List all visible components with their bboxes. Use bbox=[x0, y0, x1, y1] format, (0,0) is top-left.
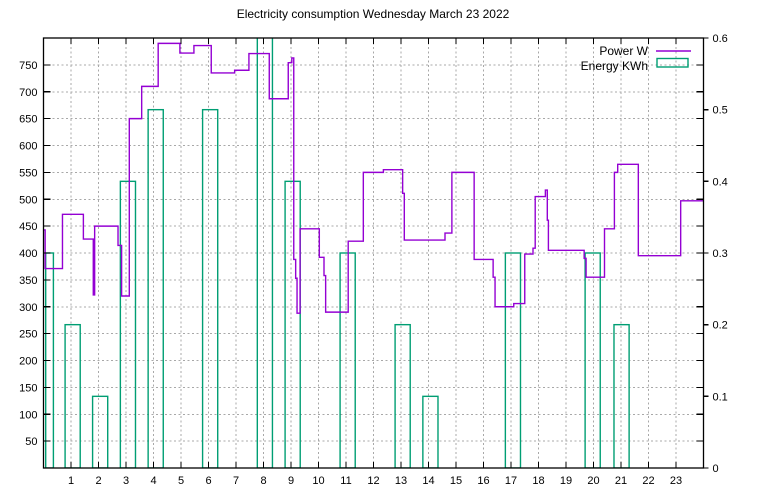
y-left-tick-label: 100 bbox=[19, 409, 37, 421]
y-left-tick-label: 500 bbox=[19, 194, 37, 206]
x-tick-label: 4 bbox=[150, 475, 156, 487]
x-tick-label: 9 bbox=[288, 475, 294, 487]
x-tick-label: 12 bbox=[367, 475, 379, 487]
energy-bars-series bbox=[45, 38, 630, 468]
x-tick-label: 14 bbox=[422, 475, 434, 487]
power-line-series bbox=[43, 42, 704, 314]
x-tick-label: 21 bbox=[615, 475, 627, 487]
y-left-tick-label: 450 bbox=[19, 221, 37, 233]
axis-ticks bbox=[43, 37, 709, 469]
y-left-tick-label: 550 bbox=[19, 167, 37, 179]
x-tick-label: 18 bbox=[532, 475, 544, 487]
energy-bar-hour-17 bbox=[504, 252, 522, 468]
energy-bar-hour-9 bbox=[284, 180, 301, 468]
energy-bar-hour-14 bbox=[422, 395, 439, 468]
x-tick-label: 15 bbox=[450, 475, 462, 487]
x-tick-label: 10 bbox=[312, 475, 324, 487]
x-tick-label: 11 bbox=[340, 475, 351, 487]
y-right-tick-label: 0.4 bbox=[713, 176, 728, 188]
energy-bar-hour-4 bbox=[147, 108, 164, 468]
x-axis-tick-labels: 1 2 3 4 5 6 7 8 9 10 11 12 13 14 15 16 17 18 19 20 21 22 23 bbox=[68, 475, 682, 487]
energy-bar-hour-13 bbox=[394, 323, 411, 468]
x-tick-label: 22 bbox=[642, 475, 654, 487]
y-left-tick-label: 50 bbox=[25, 436, 37, 448]
legend: Power W Energy KWh bbox=[581, 44, 691, 73]
x-tick-label: 20 bbox=[587, 475, 599, 487]
y-left-tick-label: 200 bbox=[19, 356, 37, 368]
legend-label-power: Power W bbox=[599, 44, 648, 58]
x-tick-label: 19 bbox=[560, 475, 572, 487]
y-left-tick-label: 650 bbox=[19, 114, 37, 126]
x-tick-label: 2 bbox=[95, 475, 101, 487]
grid-lines bbox=[43, 38, 704, 468]
energy-bar-hour-2 bbox=[91, 395, 109, 468]
x-tick-label: 8 bbox=[260, 475, 266, 487]
x-tick-label: 1 bbox=[68, 475, 74, 487]
legend-energy-box-sample bbox=[656, 57, 689, 68]
x-tick-label: 23 bbox=[670, 475, 682, 487]
y-right-tick-label: 0.6 bbox=[713, 33, 728, 45]
y-right-axis-tick-labels: 0 0.1 0.2 0.3 0.4 0.5 0.6 bbox=[713, 33, 728, 475]
energy-bar-hour-3 bbox=[119, 180, 137, 468]
x-tick-label: 13 bbox=[395, 475, 407, 487]
y-left-tick-label: 300 bbox=[19, 302, 37, 314]
y-right-tick-label: 0 bbox=[713, 463, 719, 475]
energy-bar-hour-6 bbox=[201, 108, 219, 468]
power-step-line bbox=[43, 42, 704, 314]
x-tick-label: 5 bbox=[178, 475, 184, 487]
y-left-axis-tick-labels: 50 100 150 200 250 300 350 400 450 500 550 600 650 70… bbox=[19, 60, 37, 448]
x-tick-label: 3 bbox=[123, 475, 129, 487]
y-right-tick-label: 0.5 bbox=[713, 105, 728, 117]
energy-bar-hour-20 bbox=[584, 252, 601, 468]
energy-bar-hour-8 bbox=[256, 38, 274, 468]
y-left-tick-label: 600 bbox=[19, 141, 37, 153]
x-tick-label: 17 bbox=[505, 475, 517, 487]
y-left-tick-label: 150 bbox=[19, 382, 37, 394]
y-left-tick-label: 250 bbox=[19, 329, 37, 341]
energy-bar-hour-21 bbox=[613, 323, 630, 468]
energy-bar-hour-1 bbox=[64, 323, 81, 468]
y-right-tick-label: 0.2 bbox=[713, 320, 728, 332]
y-left-tick-label: 700 bbox=[19, 87, 37, 99]
y-left-tick-label: 750 bbox=[19, 60, 37, 72]
y-left-tick-label: 350 bbox=[19, 275, 37, 287]
y-right-tick-label: 0.1 bbox=[713, 391, 728, 403]
x-tick-label: 7 bbox=[233, 475, 239, 487]
y-right-tick-label: 0.3 bbox=[713, 248, 728, 260]
legend-label-energy: Energy KWh bbox=[581, 59, 648, 73]
chart-title: Electricity consumption Wednesday March … bbox=[237, 7, 510, 21]
x-tick-label: 6 bbox=[205, 475, 211, 487]
y-left-tick-label: 400 bbox=[19, 248, 37, 260]
x-tick-label: 16 bbox=[477, 475, 489, 487]
